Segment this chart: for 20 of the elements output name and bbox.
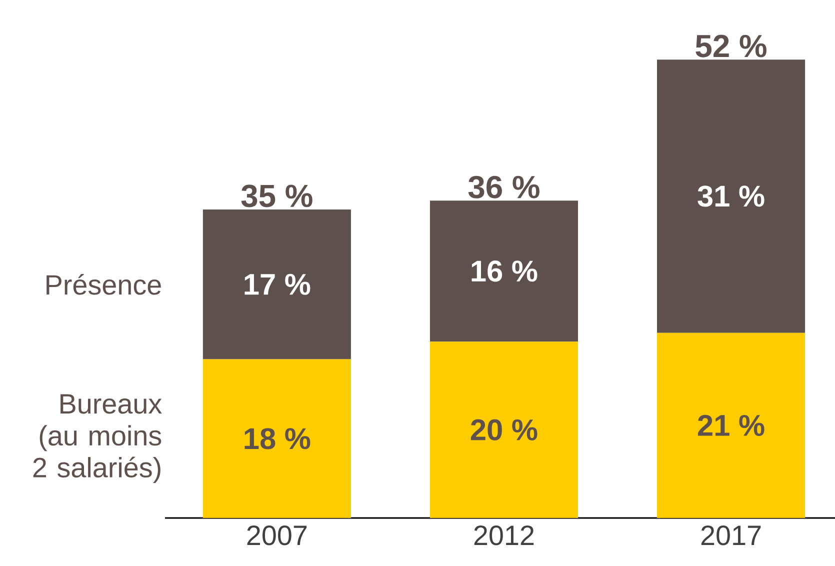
bar bbox=[430, 200, 578, 342]
bar bbox=[657, 60, 806, 333]
x-tick-label: 2007 bbox=[247, 526, 307, 546]
bar bbox=[202, 359, 351, 518]
data-label: 16 % bbox=[472, 260, 538, 282]
data-label: 17 % bbox=[244, 274, 310, 295]
total-label: 52 % bbox=[696, 34, 766, 58]
data-label: 31 % bbox=[698, 186, 764, 207]
bar bbox=[430, 342, 578, 518]
series-label: Bureaux (au moins 2 salariés) bbox=[33, 394, 162, 484]
data-label: 18 % bbox=[244, 428, 310, 450]
bar bbox=[202, 209, 351, 360]
total-label: 35 % bbox=[241, 184, 312, 208]
x-tick-label: 2012 bbox=[474, 526, 534, 546]
total-label: 36 % bbox=[468, 176, 540, 198]
data-label: 20 % bbox=[470, 419, 538, 440]
bar bbox=[657, 332, 806, 518]
series-label: Présence bbox=[46, 274, 161, 295]
data-label: 21 % bbox=[698, 414, 764, 436]
x-tick-label: 2017 bbox=[701, 526, 761, 546]
